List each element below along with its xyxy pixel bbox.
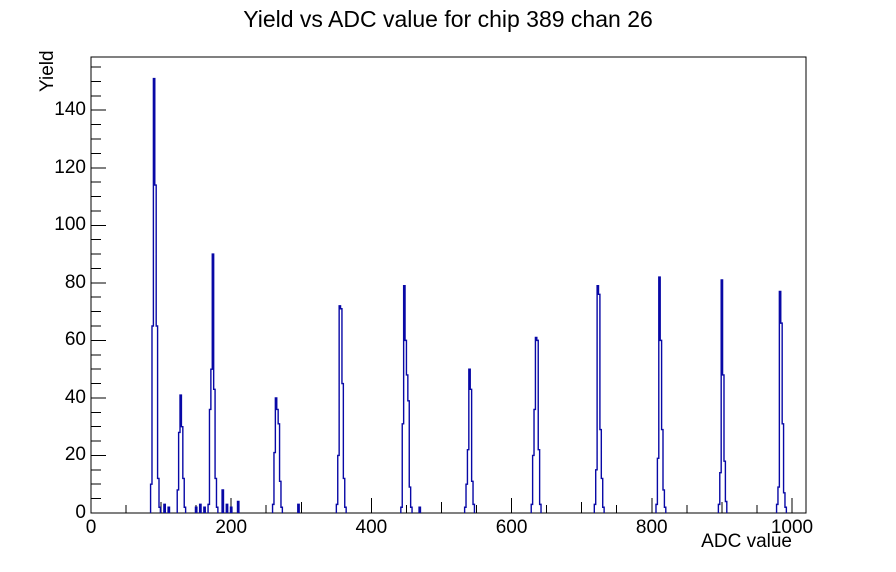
y-tick-label: 0 — [75, 502, 86, 523]
y-tick-label: 20 — [64, 444, 86, 466]
histogram-line — [149, 77, 788, 513]
y-tick-label: 120 — [54, 156, 86, 178]
y-tick-label: 40 — [64, 386, 86, 408]
y-tick-label: 140 — [54, 99, 86, 121]
x-tick-label: 800 — [635, 517, 668, 538]
x-tick-label: 1000 — [770, 517, 814, 538]
x-tick-label: 400 — [355, 517, 388, 538]
y-tick-label: 60 — [64, 329, 86, 351]
chart-title: Yield vs ADC value for chip 389 chan 26 — [243, 6, 653, 32]
x-tick-label: 600 — [495, 517, 528, 538]
y-tick-label: 80 — [64, 271, 86, 293]
x-tick-label: 200 — [215, 517, 248, 538]
x-tick-label: 0 — [85, 517, 97, 538]
plot-frame — [90, 56, 807, 514]
y-tick-label: 100 — [54, 214, 86, 236]
x-axis-title: ADC value — [701, 531, 792, 552]
